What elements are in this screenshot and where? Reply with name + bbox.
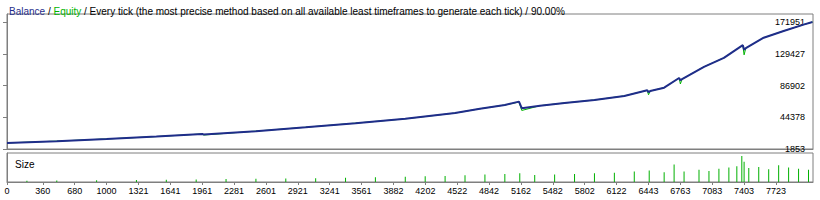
svg-text:5162: 5162 bbox=[511, 186, 531, 196]
svg-text:Equity: Equity bbox=[53, 6, 81, 17]
svg-text:0: 0 bbox=[4, 186, 9, 196]
svg-text:171951: 171951 bbox=[775, 17, 805, 28]
svg-text:4202: 4202 bbox=[415, 186, 435, 196]
svg-text:6122: 6122 bbox=[607, 186, 627, 196]
svg-text:4522: 4522 bbox=[447, 186, 467, 196]
svg-text:360: 360 bbox=[35, 186, 50, 196]
svg-text:1961: 1961 bbox=[192, 186, 212, 196]
svg-text:129427: 129427 bbox=[775, 49, 805, 59]
svg-text:7083: 7083 bbox=[702, 186, 722, 196]
svg-text:6763: 6763 bbox=[670, 186, 690, 196]
svg-text:5482: 5482 bbox=[543, 186, 563, 196]
svg-text:86902: 86902 bbox=[780, 81, 805, 91]
svg-text:7723: 7723 bbox=[766, 186, 786, 196]
svg-text:1000: 1000 bbox=[97, 186, 117, 196]
svg-text:2601: 2601 bbox=[256, 186, 276, 196]
svg-text:5802: 5802 bbox=[575, 186, 595, 196]
svg-text:680: 680 bbox=[67, 186, 82, 196]
svg-text:3882: 3882 bbox=[384, 186, 404, 196]
svg-text:/: / bbox=[45, 6, 53, 17]
svg-text:1321: 1321 bbox=[129, 186, 149, 196]
svg-text:3561: 3561 bbox=[352, 186, 372, 196]
svg-text:4842: 4842 bbox=[479, 186, 499, 196]
svg-text:6443: 6443 bbox=[638, 186, 658, 196]
svg-text:Size: Size bbox=[15, 159, 35, 170]
svg-text:/ Every tick (the most precise: / Every tick (the most precise method ba… bbox=[81, 6, 565, 17]
svg-text:Balance: Balance bbox=[9, 6, 46, 17]
svg-text:2281: 2281 bbox=[224, 186, 244, 196]
svg-text:1853: 1853 bbox=[785, 144, 805, 154]
svg-text:2921: 2921 bbox=[288, 186, 308, 196]
svg-text:1641: 1641 bbox=[160, 186, 180, 196]
svg-text:7403: 7403 bbox=[734, 186, 754, 196]
svg-text:44378: 44378 bbox=[780, 112, 805, 122]
svg-text:3241: 3241 bbox=[320, 186, 340, 196]
